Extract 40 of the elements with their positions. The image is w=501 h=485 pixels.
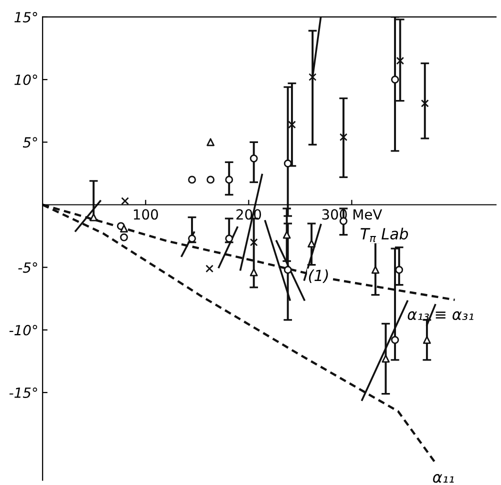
- point: [391, 76, 399, 84]
- point: [284, 159, 292, 168]
- y-tick-label: 5°: [22, 137, 38, 148]
- point: [250, 238, 258, 246]
- y-tick-label: 10°: [14, 74, 38, 86]
- point: [308, 240, 316, 248]
- point: [395, 266, 404, 274]
- point: [284, 266, 292, 274]
- point: [225, 176, 234, 184]
- y-tick-label: -10°: [9, 324, 38, 336]
- point: [282, 230, 291, 239]
- annotation: (1): [309, 269, 328, 284]
- point: [288, 120, 296, 129]
- point: [371, 266, 380, 274]
- point: [396, 56, 404, 65]
- series-label: α₁₁: [433, 474, 454, 483]
- point: [422, 336, 431, 344]
- point: [382, 354, 390, 363]
- y-tick-label: 15°: [14, 12, 38, 22]
- point: [225, 234, 234, 242]
- point: [206, 264, 214, 273]
- point: [120, 224, 128, 232]
- point: [308, 73, 317, 82]
- y-tick-label: -5°: [18, 262, 38, 273]
- series-label: α₁₃ ≡ α₃₁: [408, 311, 474, 320]
- point: [188, 176, 196, 184]
- point: [90, 213, 98, 222]
- point: [391, 336, 399, 344]
- point: [188, 234, 196, 242]
- point: [120, 233, 128, 242]
- point: [206, 176, 215, 184]
- point: [340, 133, 348, 142]
- annotation: T$_{π}$ Lab: [360, 228, 408, 242]
- point: [250, 268, 258, 276]
- point: [420, 99, 429, 108]
- point: [121, 197, 129, 205]
- point: [250, 154, 258, 162]
- y-tick-label: -15°: [9, 387, 38, 398]
- point: [206, 138, 215, 146]
- x-tick-label: 100: [134, 209, 158, 220]
